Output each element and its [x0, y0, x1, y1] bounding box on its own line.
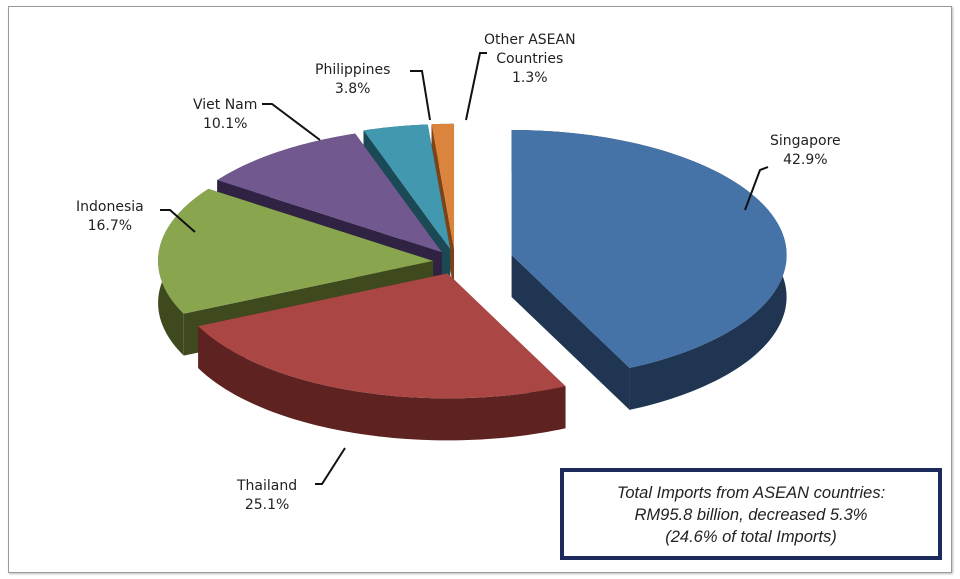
leader-singapore	[744, 166, 769, 211]
label-philippines: Philippines 3.8%	[315, 61, 390, 99]
slice-singapore	[511, 129, 787, 410]
label-value: 25.1%	[244, 497, 290, 513]
leader-thailand	[315, 447, 346, 485]
leader-viet-nam	[262, 103, 321, 141]
chart-frame	[8, 6, 952, 573]
label-value: 1.3%	[511, 70, 548, 86]
slice-top	[198, 273, 566, 399]
label-name: Other ASEAN Countries	[484, 32, 576, 67]
slice-thailand	[198, 273, 566, 441]
annotation-box: Total Imports from ASEAN countries: RM95…	[560, 468, 942, 560]
label-name: Indonesia	[76, 199, 144, 215]
label-name: Thailand	[237, 478, 298, 494]
label-name: Philippines	[315, 62, 391, 78]
slice-top	[431, 123, 455, 249]
label-thailand: Thailand 25.1%	[237, 477, 297, 515]
slice-top	[511, 129, 787, 368]
label-singapore: Singapore 42.9%	[770, 132, 841, 170]
label-indonesia: Indonesia 16.7%	[76, 198, 144, 236]
leader-indonesia	[160, 209, 196, 233]
leader-other-asean	[465, 52, 487, 121]
annotation-line-1: Total Imports from ASEAN countries:	[616, 484, 886, 502]
annotation-line-3: (24.6% of total Imports)	[665, 528, 837, 546]
label-value: 42.9%	[783, 152, 828, 168]
slice-wall	[511, 254, 630, 410]
slice-top	[363, 124, 451, 250]
slice-side	[198, 326, 566, 441]
label-viet-nam: Viet Nam 10.1%	[193, 96, 257, 134]
label-name: Singapore	[770, 133, 841, 149]
label-other-asean: Other ASEAN Countries 1.3%	[484, 31, 576, 88]
slice-top	[217, 133, 442, 253]
label-name: Viet Nam	[193, 97, 258, 113]
label-value: 3.8%	[334, 81, 371, 97]
slice-top	[158, 188, 434, 314]
annotation-line-2: RM95.8 billion, decreased 5.3%	[634, 506, 868, 524]
label-value: 16.7%	[87, 218, 133, 234]
label-value: 10.1%	[202, 116, 248, 132]
leader-philippines	[410, 70, 431, 121]
